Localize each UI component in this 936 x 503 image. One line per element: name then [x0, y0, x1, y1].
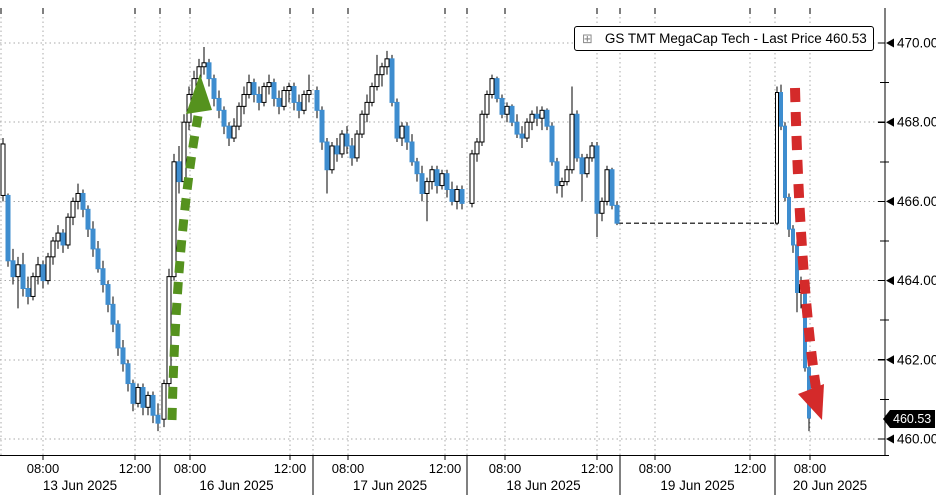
svg-text:462.00: 462.00: [897, 352, 936, 367]
svg-text:08:00: 08:00: [489, 461, 522, 476]
svg-text:08:00: 08:00: [639, 461, 672, 476]
legend-label: GS TMT MegaCap Tech - Last Price 460.53: [604, 31, 867, 46]
svg-text:460.00: 460.00: [897, 432, 936, 447]
svg-text:08:00: 08:00: [794, 461, 827, 476]
svg-text:12:00: 12:00: [429, 461, 462, 476]
svg-text:12:00: 12:00: [581, 461, 614, 476]
x-axis-date-label: 16 Jun 2025: [199, 478, 273, 493]
svg-text:12:00: 12:00: [734, 461, 767, 476]
gridlines: [0, 8, 885, 455]
svg-text:08:00: 08:00: [332, 461, 365, 476]
top-axis-ticks: [0, 8, 811, 14]
red-down-arrow: [790, 87, 824, 420]
candlestick-series: [0, 46, 811, 432]
svg-text:08:00: 08:00: [27, 461, 60, 476]
chart-legend[interactable]: ⊞ GS TMT MegaCap Tech - Last Price 460.5…: [574, 26, 874, 51]
green-up-arrow: [167, 74, 212, 421]
legend-expander-icon[interactable]: ⊞: [582, 31, 593, 46]
svg-text:12:00: 12:00: [119, 461, 152, 476]
svg-text:464.00: 464.00: [897, 273, 936, 288]
last-price-value: 460.53: [893, 412, 932, 426]
svg-text:470.00: 470.00: [897, 36, 936, 51]
svg-text:12:00: 12:00: [274, 461, 307, 476]
x-axis-date-label: 17 Jun 2025: [353, 478, 427, 493]
svg-text:468.00: 468.00: [897, 115, 936, 130]
x-axis-date-label: 20 Jun 2025: [793, 478, 867, 493]
y-axis: 470.00 468.00 466.00 464.00 462.00 460.00: [878, 8, 936, 455]
x-axis-date-label: 19 Jun 2025: [660, 478, 734, 493]
price-tag-pointer-icon: [883, 410, 890, 428]
x-axis-date-label: 13 Jun 2025: [43, 478, 117, 493]
x-axis-date-label: 18 Jun 2025: [506, 478, 580, 493]
last-price-tag: 460.53: [883, 410, 936, 428]
svg-text:466.00: 466.00: [897, 194, 936, 209]
svg-text:08:00: 08:00: [174, 461, 207, 476]
